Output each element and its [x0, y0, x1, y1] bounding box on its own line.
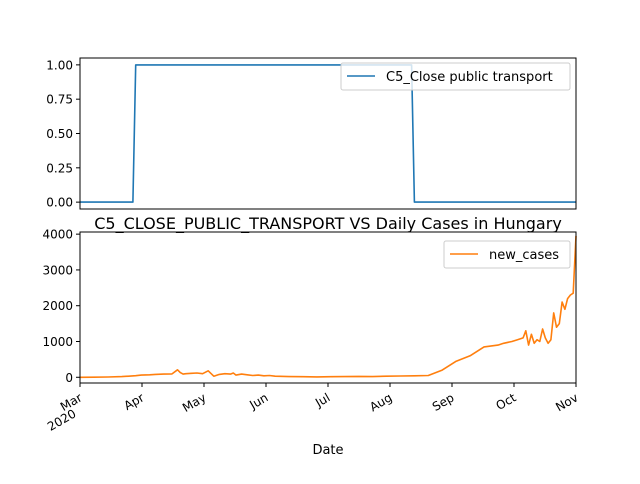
bottom-y-ticks: 0 1000 2000 3000 4000 — [42, 228, 80, 385]
top-series-line — [80, 64, 576, 203]
top-y-tick-label: 0.00 — [46, 196, 73, 210]
bottom-y-tick-label: 3000 — [42, 263, 73, 277]
bottom-series-line — [79, 235, 577, 379]
chart-title: C5_CLOSE_PUBLIC_TRANSPORT VS Daily Cases… — [94, 214, 562, 234]
top-y-tick-label: 0.50 — [46, 127, 73, 141]
top-y-tick-label: 1.00 — [46, 58, 73, 72]
top-y-tick-label: 0.25 — [46, 161, 73, 175]
bottom-legend: new_cases — [443, 240, 571, 269]
x-axis-label: Date — [312, 443, 343, 458]
top-subplot: 0.00 0.25 0.50 0.75 1.00 C5_Close public tra… — [46, 57, 577, 210]
top-legend-label: C5_Close public transport — [386, 70, 553, 85]
bottom-y-tick-label: 4000 — [42, 228, 73, 242]
bottom-y-tick-label: 1000 — [42, 335, 73, 349]
x-tick-label: Jul — [312, 390, 332, 410]
bottom-legend-label: new_cases — [489, 248, 559, 263]
top-y-tick-label: 0.75 — [46, 93, 73, 107]
bottom-series-group — [79, 235, 577, 379]
bottom-subplot: C5_CLOSE_PUBLIC_TRANSPORT VS Daily Cases… — [42, 214, 580, 458]
bottom-y-tick-label: 2000 — [42, 299, 73, 313]
bottom-legend-box — [443, 240, 571, 269]
top-legend: C5_Close public transport — [340, 62, 571, 91]
bottom-y-tick-label: 0 — [65, 371, 73, 385]
top-legend-box — [340, 62, 571, 91]
top-y-ticks: 0.00 0.25 0.50 0.75 1.00 — [46, 58, 80, 210]
top-series-group — [80, 64, 576, 203]
